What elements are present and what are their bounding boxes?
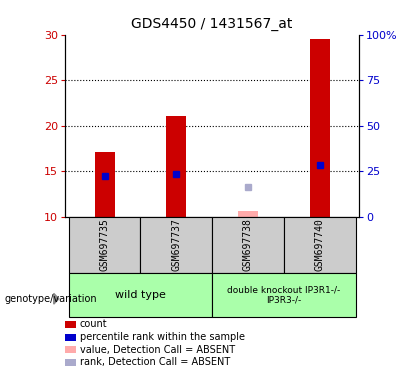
Bar: [69, 273, 212, 317]
Text: GSM697738: GSM697738: [243, 218, 253, 271]
Text: wild type: wild type: [115, 290, 166, 300]
Text: count: count: [80, 319, 108, 329]
Text: rank, Detection Call = ABSENT: rank, Detection Call = ABSENT: [80, 358, 230, 367]
Bar: [94, 152, 115, 217]
Text: genotype/variation: genotype/variation: [4, 294, 97, 304]
Bar: [212, 217, 284, 273]
Bar: [284, 217, 355, 273]
Polygon shape: [54, 293, 59, 304]
Text: GSM697740: GSM697740: [315, 218, 325, 271]
Text: percentile rank within the sample: percentile rank within the sample: [80, 332, 245, 342]
Bar: [212, 273, 355, 317]
Bar: [238, 212, 258, 217]
Text: double knockout IP3R1-/-
IP3R3-/-: double knockout IP3R1-/- IP3R3-/-: [227, 285, 341, 305]
Bar: [310, 39, 330, 217]
Text: GSM697735: GSM697735: [100, 218, 110, 271]
Title: GDS4450 / 1431567_at: GDS4450 / 1431567_at: [131, 17, 293, 31]
Bar: [69, 217, 140, 273]
Bar: [140, 217, 212, 273]
Text: GSM697737: GSM697737: [171, 218, 181, 271]
Text: value, Detection Call = ABSENT: value, Detection Call = ABSENT: [80, 345, 235, 355]
Bar: [166, 116, 186, 217]
